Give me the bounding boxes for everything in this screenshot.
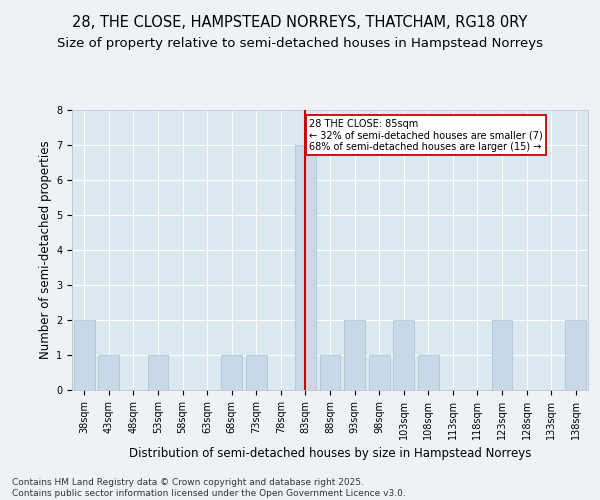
Bar xyxy=(295,145,316,390)
Bar xyxy=(344,320,365,390)
Bar xyxy=(418,355,439,390)
Text: Size of property relative to semi-detached houses in Hampstead Norreys: Size of property relative to semi-detach… xyxy=(57,38,543,51)
Bar xyxy=(565,320,586,390)
Bar xyxy=(221,355,242,390)
Text: 28 THE CLOSE: 85sqm
← 32% of semi-detached houses are smaller (7)
68% of semi-de: 28 THE CLOSE: 85sqm ← 32% of semi-detach… xyxy=(309,118,543,152)
Bar xyxy=(74,320,95,390)
X-axis label: Distribution of semi-detached houses by size in Hampstead Norreys: Distribution of semi-detached houses by … xyxy=(129,448,531,460)
Bar xyxy=(393,320,414,390)
Bar xyxy=(98,355,119,390)
Bar xyxy=(246,355,267,390)
Text: 28, THE CLOSE, HAMPSTEAD NORREYS, THATCHAM, RG18 0RY: 28, THE CLOSE, HAMPSTEAD NORREYS, THATCH… xyxy=(73,15,527,30)
Bar xyxy=(320,355,340,390)
Bar xyxy=(148,355,169,390)
Bar xyxy=(491,320,512,390)
Text: Contains HM Land Registry data © Crown copyright and database right 2025.
Contai: Contains HM Land Registry data © Crown c… xyxy=(12,478,406,498)
Bar xyxy=(368,355,389,390)
Y-axis label: Number of semi-detached properties: Number of semi-detached properties xyxy=(39,140,52,360)
